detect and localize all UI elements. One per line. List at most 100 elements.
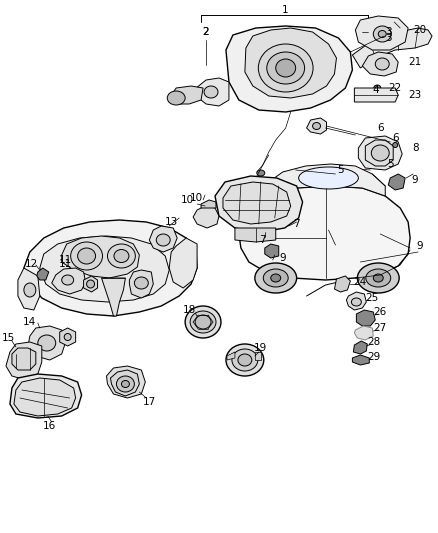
Polygon shape [346, 292, 366, 310]
Polygon shape [106, 366, 145, 398]
Text: 9: 9 [279, 253, 286, 263]
Text: 2: 2 [203, 27, 209, 37]
Ellipse shape [373, 274, 383, 282]
Polygon shape [215, 176, 303, 232]
Ellipse shape [241, 209, 251, 217]
Ellipse shape [365, 93, 372, 100]
Text: 3: 3 [385, 27, 392, 37]
Polygon shape [354, 326, 373, 340]
Text: 7: 7 [293, 219, 300, 229]
Text: 3: 3 [385, 33, 392, 43]
Polygon shape [353, 341, 367, 354]
Polygon shape [353, 355, 369, 365]
Polygon shape [14, 378, 76, 416]
Ellipse shape [107, 244, 135, 268]
Text: 20: 20 [413, 25, 427, 35]
Ellipse shape [87, 280, 95, 288]
Text: 5: 5 [337, 165, 344, 175]
Text: 10: 10 [190, 193, 203, 203]
Polygon shape [307, 118, 326, 134]
Ellipse shape [238, 354, 252, 366]
Text: 26: 26 [374, 307, 387, 317]
Polygon shape [388, 174, 405, 190]
Polygon shape [255, 352, 261, 360]
Polygon shape [60, 328, 76, 346]
Polygon shape [110, 370, 139, 396]
Text: 9: 9 [412, 175, 418, 185]
Ellipse shape [64, 334, 71, 341]
Ellipse shape [373, 26, 391, 42]
Text: 23: 23 [409, 90, 422, 100]
Ellipse shape [190, 311, 216, 333]
Text: 27: 27 [374, 323, 387, 333]
Polygon shape [357, 310, 375, 326]
Polygon shape [37, 268, 49, 280]
Ellipse shape [226, 344, 264, 376]
Polygon shape [265, 244, 279, 258]
Ellipse shape [263, 269, 288, 287]
Ellipse shape [185, 306, 221, 338]
Text: 10: 10 [180, 195, 194, 205]
Polygon shape [226, 26, 353, 112]
Polygon shape [129, 270, 153, 298]
Polygon shape [245, 28, 336, 98]
Polygon shape [358, 136, 402, 170]
Ellipse shape [258, 44, 313, 92]
Text: 18: 18 [183, 305, 196, 315]
Polygon shape [40, 236, 169, 302]
Ellipse shape [271, 274, 281, 282]
Ellipse shape [134, 277, 148, 289]
Polygon shape [102, 278, 125, 316]
Polygon shape [84, 276, 98, 292]
Ellipse shape [71, 242, 102, 270]
Ellipse shape [299, 167, 358, 189]
Ellipse shape [114, 249, 129, 262]
Ellipse shape [78, 248, 95, 264]
Text: 14: 14 [23, 317, 36, 327]
Ellipse shape [351, 298, 361, 306]
Polygon shape [354, 88, 398, 102]
Polygon shape [196, 78, 229, 106]
Text: 13: 13 [165, 217, 178, 227]
Polygon shape [62, 236, 139, 278]
Text: 4: 4 [372, 85, 378, 95]
Polygon shape [193, 206, 219, 228]
Text: 17: 17 [143, 397, 156, 407]
Polygon shape [353, 28, 432, 68]
Polygon shape [223, 182, 291, 224]
Polygon shape [6, 342, 42, 380]
Polygon shape [266, 164, 385, 196]
Polygon shape [335, 276, 350, 292]
Text: 24: 24 [354, 277, 367, 287]
Text: 9: 9 [417, 241, 424, 251]
Ellipse shape [357, 263, 399, 293]
Text: 2: 2 [203, 27, 209, 37]
Polygon shape [227, 352, 235, 360]
Polygon shape [28, 326, 66, 360]
Ellipse shape [62, 275, 74, 285]
Polygon shape [235, 228, 276, 242]
Polygon shape [355, 16, 408, 50]
Text: 22: 22 [389, 83, 402, 93]
Text: 11: 11 [59, 259, 72, 269]
Text: 28: 28 [367, 337, 381, 347]
Polygon shape [12, 348, 36, 370]
Ellipse shape [195, 315, 211, 329]
Ellipse shape [313, 123, 321, 130]
Ellipse shape [121, 381, 129, 387]
Ellipse shape [374, 85, 381, 91]
Text: 19: 19 [254, 343, 268, 353]
Polygon shape [362, 52, 398, 76]
Text: 5: 5 [387, 159, 393, 169]
Ellipse shape [366, 269, 391, 287]
Text: 12: 12 [25, 259, 39, 269]
Polygon shape [149, 226, 177, 252]
Polygon shape [201, 200, 216, 208]
Text: 8: 8 [412, 143, 418, 153]
Ellipse shape [38, 335, 56, 351]
Text: 16: 16 [43, 421, 57, 431]
Ellipse shape [232, 349, 258, 371]
Text: 6: 6 [392, 133, 399, 143]
Ellipse shape [204, 86, 218, 98]
Ellipse shape [255, 263, 297, 293]
